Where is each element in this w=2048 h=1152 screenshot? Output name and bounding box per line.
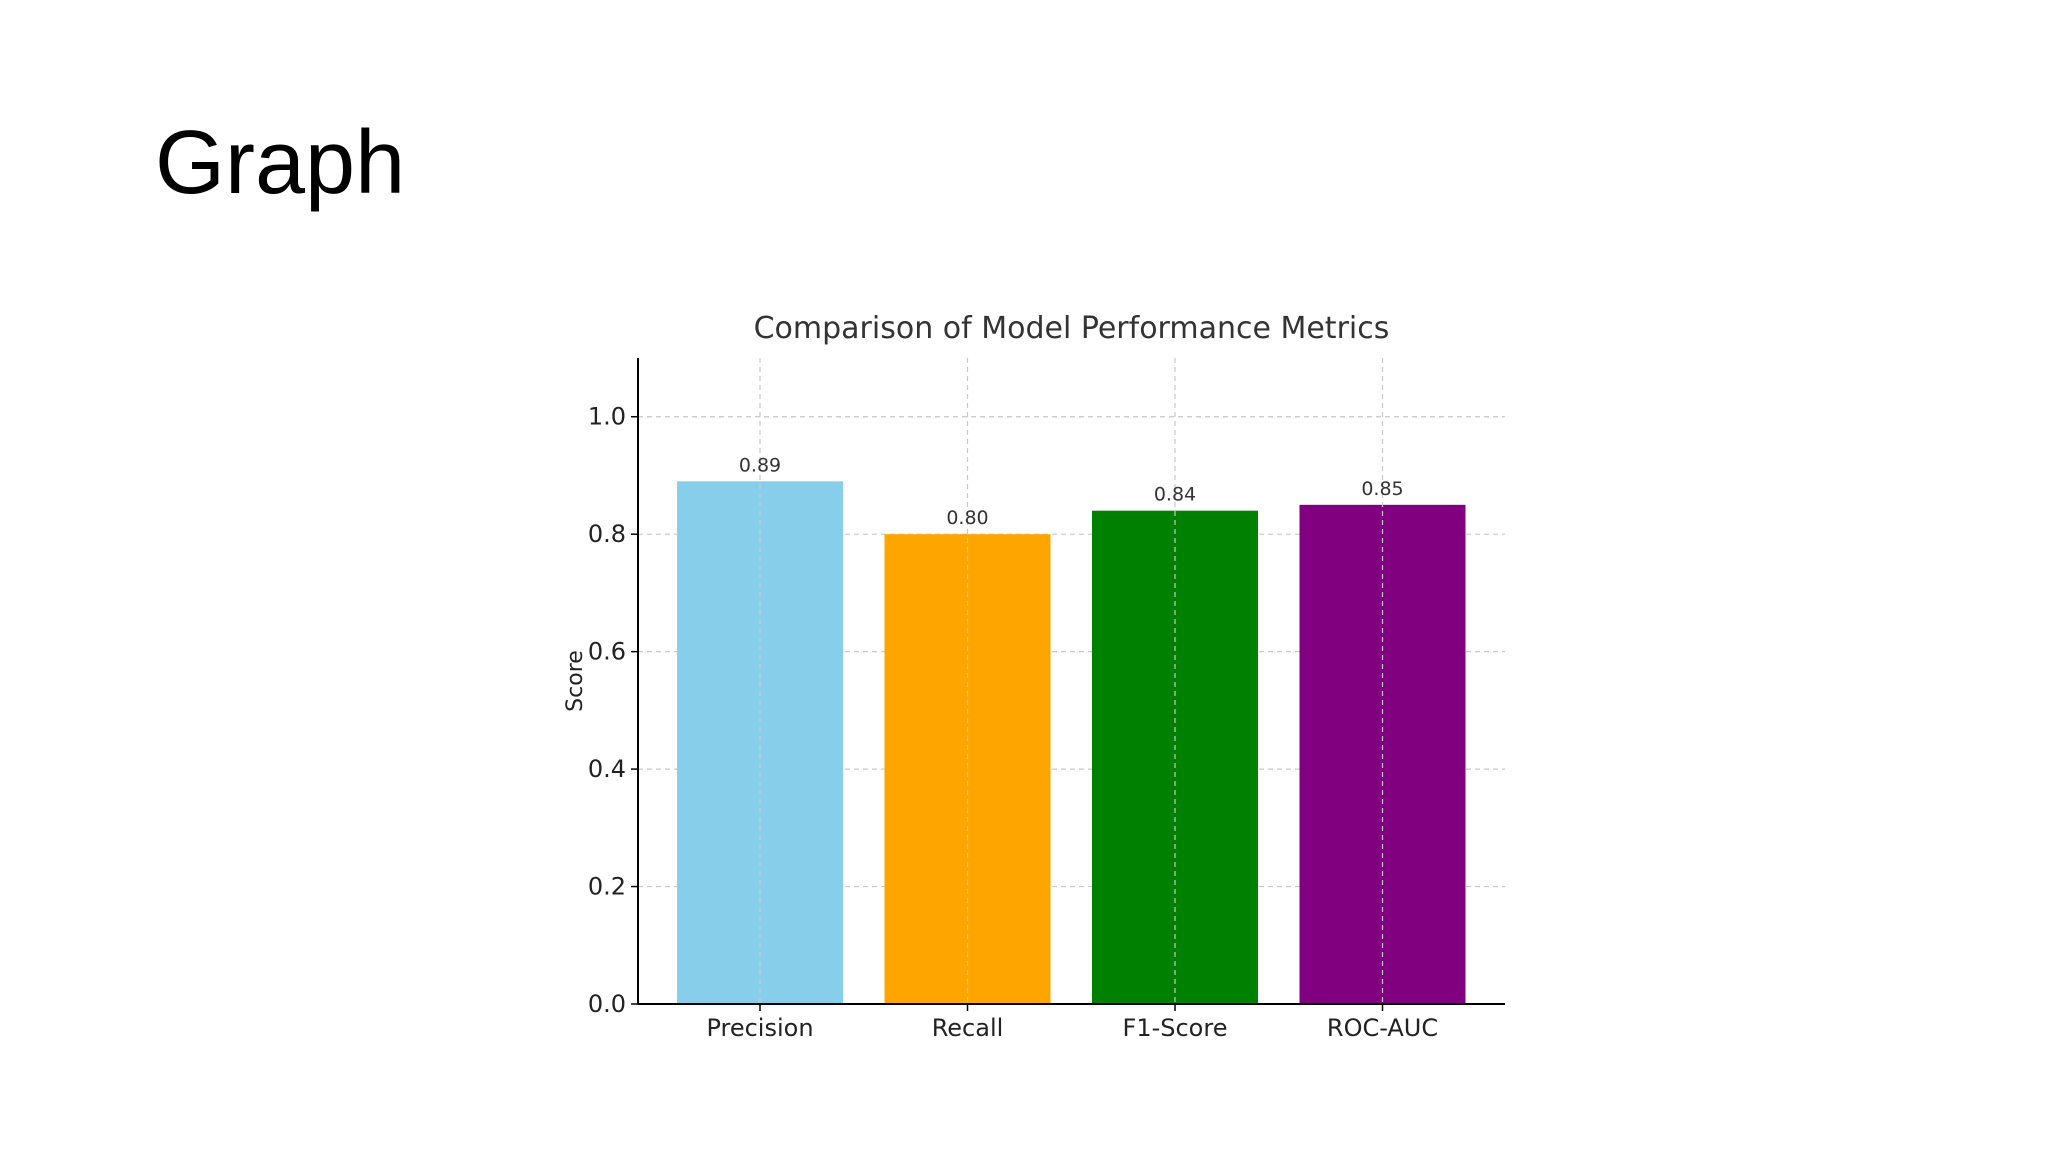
x-tick-label: Precision: [706, 1014, 813, 1042]
y-tick-label: 0.0: [588, 990, 626, 1018]
data-labels: 0.89 0.80 0.84 0.85: [739, 454, 1404, 529]
axes: [637, 358, 1505, 1005]
y-axis-label: Score: [563, 650, 588, 712]
y-tick-label: 0.2: [588, 873, 626, 901]
y-tick-label: 0.8: [588, 520, 626, 548]
x-ticks: Precision Recall F1-Score ROC-AUC: [706, 1004, 1438, 1042]
x-tick-label: F1-Score: [1123, 1014, 1228, 1042]
y-tick-label: 0.4: [588, 755, 626, 783]
chart-title: Comparison of Model Performance Metrics: [754, 311, 1390, 346]
y-ticks: 0.0 0.2 0.4 0.6 0.8 1.0: [588, 403, 638, 1018]
bars: [677, 481, 1466, 1004]
y-tick-label: 0.6: [588, 638, 626, 666]
bar-value-label: 0.89: [739, 454, 781, 476]
bar-value-label: 0.80: [946, 507, 988, 529]
y-tick-label: 1.0: [588, 403, 626, 431]
vertical-grid-lines: [759, 358, 1384, 1004]
x-tick-label: Recall: [932, 1014, 1004, 1042]
slide-title: Graph: [155, 113, 406, 213]
bar-value-label: 0.84: [1154, 484, 1196, 506]
x-tick-label: ROC-AUC: [1327, 1014, 1438, 1042]
bar-value-label: 0.85: [1361, 478, 1403, 500]
